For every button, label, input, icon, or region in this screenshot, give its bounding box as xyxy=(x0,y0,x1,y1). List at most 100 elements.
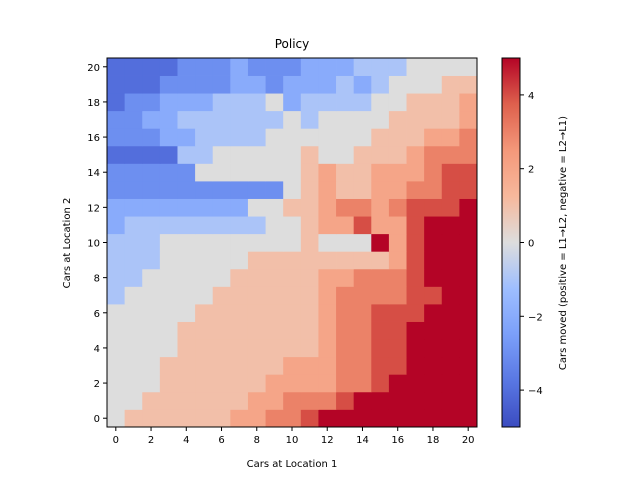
heatmap-cell xyxy=(424,128,443,147)
heatmap-cell xyxy=(212,321,231,340)
heatmap-cell xyxy=(318,409,337,428)
heatmap-cell xyxy=(124,321,143,340)
heatmap-cell xyxy=(406,93,425,112)
x-tick-label: 12 xyxy=(321,435,334,446)
heatmap-cell xyxy=(230,181,249,199)
y-tick-label: 4 xyxy=(94,344,100,355)
heatmap-cell xyxy=(212,356,231,375)
heatmap-cell xyxy=(265,198,284,217)
heatmap-cell xyxy=(230,145,249,164)
heatmap-cell xyxy=(212,304,231,322)
heatmap-cell xyxy=(406,58,425,76)
heatmap-cell xyxy=(424,304,443,322)
heatmap-cell xyxy=(230,409,249,428)
y-axis-ticks: 0 2 4 6 8 10 12 14 16 18 20 xyxy=(87,63,107,425)
heatmap-cell xyxy=(371,356,390,375)
heatmap-cell xyxy=(177,75,196,94)
heatmap-cell xyxy=(195,58,214,76)
heatmap-cell xyxy=(336,75,355,94)
heatmap-cell xyxy=(318,75,337,94)
heatmap-cell xyxy=(336,128,355,147)
heatmap-cell xyxy=(300,286,319,305)
x-tick-label: 20 xyxy=(462,435,475,446)
heatmap-cell xyxy=(212,374,231,393)
heatmap-cell xyxy=(142,321,161,340)
heatmap-cell xyxy=(177,356,196,375)
heatmap-cell xyxy=(336,251,355,270)
y-tick-label: 10 xyxy=(87,239,100,250)
heatmap-cell xyxy=(124,409,143,428)
heatmap-cell xyxy=(142,110,161,129)
heatmap-cell xyxy=(371,409,390,428)
heatmap-cell xyxy=(371,198,390,217)
heatmap-cell xyxy=(353,75,372,94)
heatmap-cell xyxy=(441,93,460,112)
heatmap-cell xyxy=(283,233,302,252)
heatmap-cell xyxy=(142,198,161,217)
heatmap-cell xyxy=(230,268,249,287)
heatmap-cell xyxy=(283,409,302,428)
heatmap-cell xyxy=(124,233,143,252)
heatmap-cell xyxy=(388,391,407,410)
heatmap-cell xyxy=(300,128,319,147)
heatmap-cell xyxy=(177,409,196,428)
heatmap-cell xyxy=(142,93,161,112)
heatmap-cell xyxy=(159,286,178,305)
heatmap-cell xyxy=(212,93,231,112)
heatmap-cell xyxy=(177,233,196,252)
y-tick-label: 20 xyxy=(87,63,100,74)
heatmap-cell xyxy=(107,181,126,199)
heatmap-cell xyxy=(195,75,214,94)
heatmap-cell xyxy=(177,181,196,199)
heatmap-cell xyxy=(177,391,196,410)
y-tick-label: 0 xyxy=(94,414,100,425)
heatmap-cell xyxy=(371,93,390,112)
heatmap-cell xyxy=(300,268,319,287)
heatmap-cell xyxy=(300,356,319,375)
y-tick-label: 2 xyxy=(94,379,100,390)
heatmap-cell xyxy=(300,198,319,217)
heatmap-cell xyxy=(247,163,266,182)
heatmap-cell xyxy=(441,356,460,375)
heatmap-cell xyxy=(283,93,302,112)
y-tick-label: 12 xyxy=(87,203,100,214)
heatmap-cell xyxy=(212,339,231,358)
heatmap-cell xyxy=(318,216,337,235)
heatmap-cell xyxy=(247,181,266,199)
heatmap-cell xyxy=(265,163,284,182)
heatmap-cell xyxy=(388,216,407,235)
heatmap-cell xyxy=(371,233,390,252)
heatmap-cell xyxy=(388,286,407,305)
heatmap-cell xyxy=(247,374,266,393)
heatmap-cell xyxy=(441,110,460,129)
heatmap-cell xyxy=(300,233,319,252)
x-tick-label: 8 xyxy=(254,435,260,446)
heatmap-cell xyxy=(424,145,443,164)
heatmap-cell xyxy=(353,304,372,322)
heatmap-cell xyxy=(353,110,372,129)
heatmap-cell xyxy=(300,181,319,199)
heatmap-cell xyxy=(283,391,302,410)
heatmap-cell xyxy=(459,128,478,147)
heatmap-cell xyxy=(195,93,214,112)
heatmap-cell xyxy=(336,181,355,199)
heatmap-cell xyxy=(265,110,284,129)
heatmap-cell xyxy=(107,216,126,235)
heatmap-cell xyxy=(441,339,460,358)
heatmap-cell xyxy=(212,391,231,410)
heatmap-cell xyxy=(459,163,478,182)
heatmap-cell xyxy=(177,145,196,164)
heatmap-cell xyxy=(424,75,443,94)
heatmap-cell xyxy=(353,321,372,340)
heatmap-cell xyxy=(441,75,460,94)
x-tick-label: 18 xyxy=(427,435,440,446)
heatmap-cell xyxy=(459,75,478,94)
heatmap-cell xyxy=(107,356,126,375)
heatmap-cell xyxy=(406,233,425,252)
heatmap-cell xyxy=(441,181,460,199)
heatmap-cell xyxy=(177,286,196,305)
heatmap-cell xyxy=(371,181,390,199)
heatmap-cell xyxy=(459,391,478,410)
heatmap-cell xyxy=(283,356,302,375)
heatmap-cell xyxy=(230,110,249,129)
